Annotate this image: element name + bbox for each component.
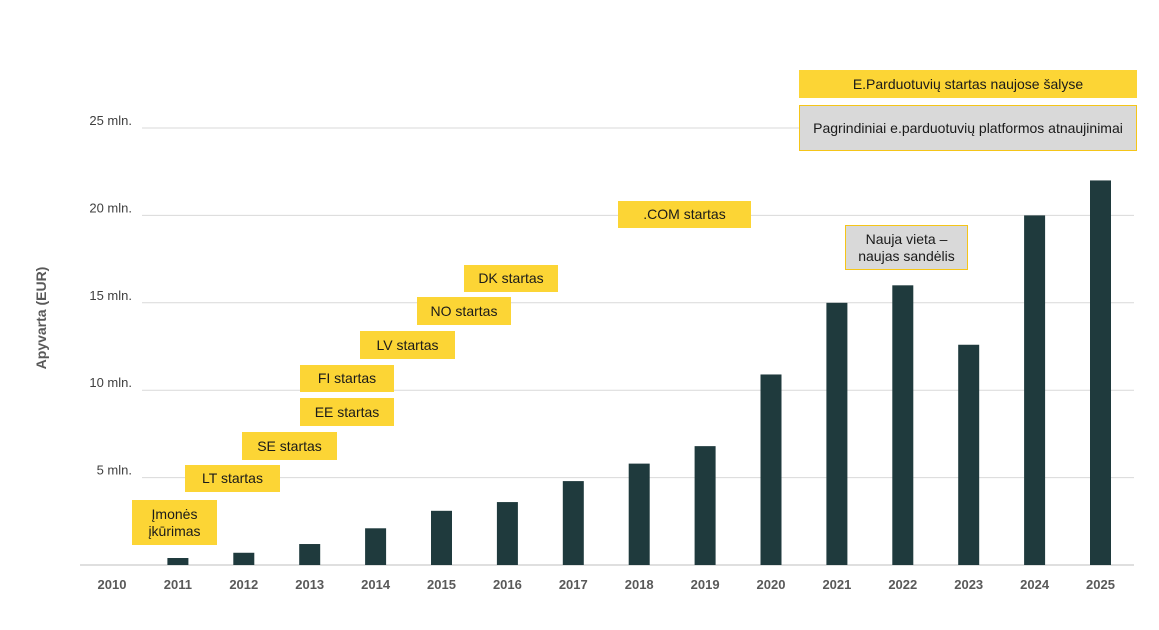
x-tick-label-2024: 2024 <box>1020 577 1050 592</box>
bar-2025 <box>1090 180 1111 565</box>
annotation-eshops-new-countries: E.Parduotuvių startas naujose šalyse <box>799 70 1137 98</box>
x-tick-label-2012: 2012 <box>229 577 258 592</box>
bar-2017 <box>562 481 584 565</box>
y-tick-label: 20 mln. <box>89 200 132 215</box>
x-tick-label-2021: 2021 <box>822 577 851 592</box>
y-axis-title: Apyvarta (EUR) <box>33 267 49 370</box>
x-axis-ticks: 2010 2011 2012 2013 2014 2015 2016 2017 2018 2019… <box>98 577 1115 592</box>
annotation-no-launch: NO startas <box>417 297 511 325</box>
y-tick-label: 5 mln. <box>97 463 132 478</box>
x-tick-label-2019: 2019 <box>691 577 720 592</box>
x-tick-label-2014: 2014 <box>361 577 391 592</box>
x-tick-label-2013: 2013 <box>295 577 324 592</box>
annotation-lv-launch: LV startas <box>360 331 455 359</box>
y-tick-label: 10 mln. <box>89 375 132 390</box>
bar-2020 <box>760 374 782 565</box>
bar-2022 <box>892 285 914 565</box>
bar-2012 <box>233 552 255 565</box>
y-axis-ticks: 5 mln. 10 mln. 15 mln. 20 mln. 25 mln. <box>89 113 132 478</box>
x-tick-label-2016: 2016 <box>493 577 522 592</box>
y-tick-label: 15 mln. <box>89 288 132 303</box>
annotation-new-warehouse: Nauja vieta – naujas sandėlis <box>845 225 968 270</box>
annotation-se-launch: SE startas <box>242 432 337 460</box>
bars <box>167 180 1111 565</box>
annotation-platform-upgrades: Pagrindiniai e.parduotuvių platformos at… <box>799 105 1137 151</box>
x-tick-label-2015: 2015 <box>427 577 456 592</box>
x-tick-label-2018: 2018 <box>625 577 654 592</box>
x-tick-label-2020: 2020 <box>757 577 786 592</box>
y-tick-label: 25 mln. <box>89 113 132 128</box>
x-tick-label-2010: 2010 <box>98 577 127 592</box>
annotation-lt-launch: LT startas <box>185 465 280 492</box>
bar-2021 <box>826 302 848 565</box>
bar-2014 <box>365 528 387 565</box>
bar-2019 <box>694 446 716 565</box>
bar-2023 <box>958 344 980 565</box>
bar-2015 <box>431 510 452 565</box>
annotation-ee-launch: EE startas <box>300 398 394 426</box>
bar-2013 <box>299 544 321 565</box>
x-tick-label-2011: 2011 <box>164 577 192 592</box>
bar-2024 <box>1024 215 1046 565</box>
x-tick-label-2017: 2017 <box>559 577 588 592</box>
bar-2011 <box>167 558 189 565</box>
annotation-fi-launch: FI startas <box>300 365 394 392</box>
x-tick-label-2025: 2025 <box>1086 577 1115 592</box>
x-tick-label-2022: 2022 <box>888 577 917 592</box>
bar-2018 <box>628 463 650 565</box>
bar-2016 <box>496 502 518 565</box>
x-tick-label-2023: 2023 <box>954 577 983 592</box>
annotation-company-founding: Įmonės įkūrimas <box>132 500 217 545</box>
annotation-dk-launch: DK startas <box>464 265 558 292</box>
annotation-com-launch: .COM startas <box>618 201 751 228</box>
